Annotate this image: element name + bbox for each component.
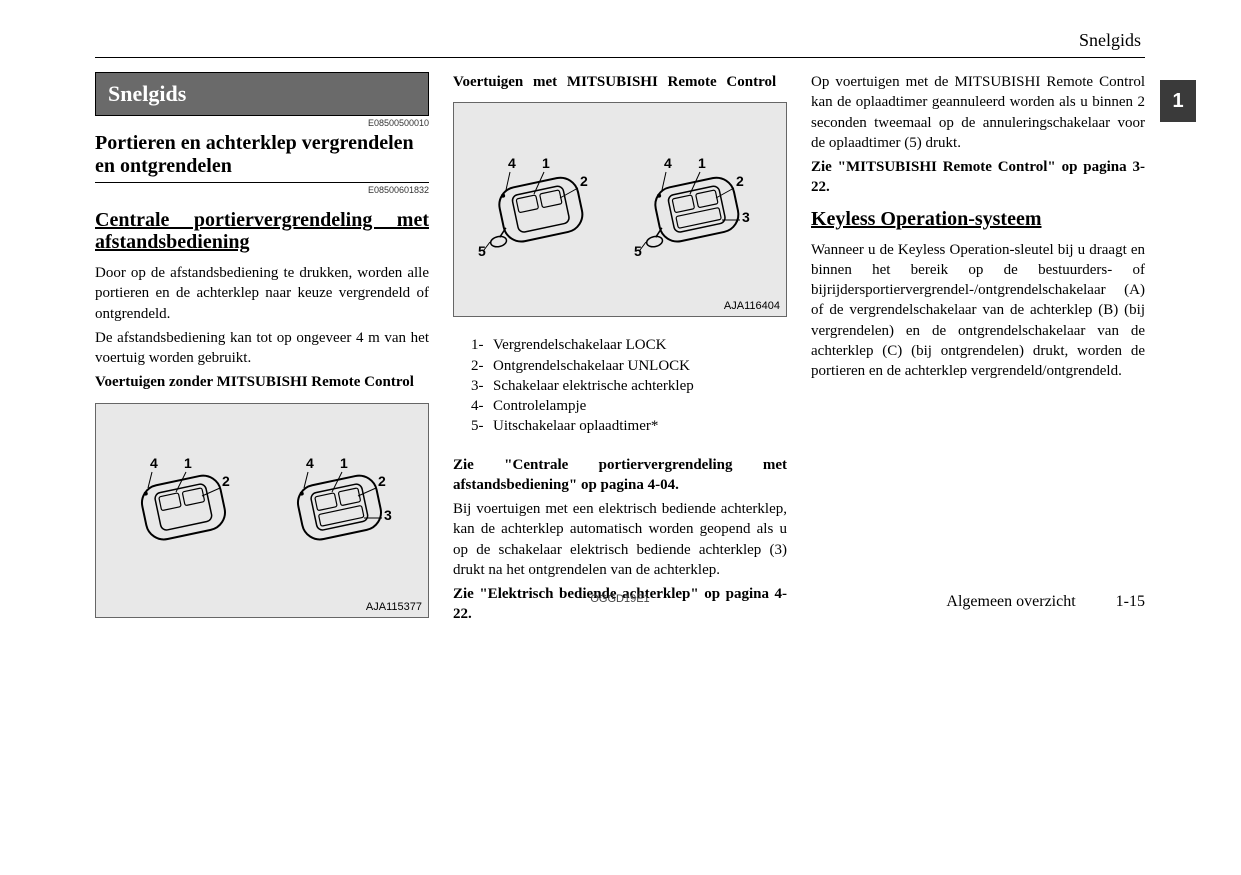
keyfob-diagram: 4 1 2 3 5 [628, 150, 768, 270]
column-3: Op voertuigen met de MITSUBISHI Remote C… [811, 72, 1145, 629]
page-footer: OGGD19E1 Algemeen overzicht 1-15 [95, 593, 1145, 611]
paragraph-bold: Voertuigen met MITSUBISHI Remote Control [453, 72, 787, 92]
paragraph: De afstandsbediening kan tot op ongeveer… [95, 328, 429, 369]
list-item: 4-Controlelampje [453, 396, 787, 416]
svg-text:4: 4 [306, 455, 314, 471]
heading-central-lock: Centrale portiervergrendeling met afstan… [95, 209, 429, 253]
ref-code: E08500500010 [95, 118, 429, 128]
section-box-title: Snelgids [95, 72, 429, 116]
paragraph: Bij voertuigen met een elektrisch bedien… [453, 499, 787, 580]
svg-text:2: 2 [736, 173, 744, 189]
heading-doors: Portieren en achterklep vergrendelen en … [95, 132, 429, 183]
keyfob-diagram: 4 1 2 3 [270, 450, 410, 570]
svg-text:4: 4 [508, 155, 516, 171]
svg-text:4: 4 [664, 155, 672, 171]
figure-id: AJA116404 [724, 300, 780, 312]
paragraph: Op voertuigen met de MITSUBISHI Remote C… [811, 72, 1145, 153]
heading-keyless: Keyless Operation-systeem [811, 208, 1145, 230]
svg-text:1: 1 [184, 455, 192, 471]
svg-text:1: 1 [698, 155, 706, 171]
svg-text:2: 2 [580, 173, 588, 189]
svg-text:1: 1 [340, 455, 348, 471]
svg-text:2: 2 [378, 473, 386, 489]
page-tab: 1 [1160, 80, 1196, 122]
list-item: 2-Ontgrendelschakelaar UNLOCK [453, 356, 787, 376]
footer-page: 1-15 [1116, 593, 1145, 611]
list-item: 5-Uitschakelaar oplaadtimer* [453, 416, 787, 436]
footer-code: OGGD19E1 [590, 593, 649, 605]
svg-text:5: 5 [634, 243, 642, 259]
legend-list: 1-Vergrendelschakelaar LOCK 2-Ontgrendel… [453, 335, 787, 436]
paragraph-bold: Zie "Centrale portiervergrendeling met a… [453, 455, 787, 496]
ref-code: E08500601832 [95, 185, 429, 195]
column-1: Snelgids E08500500010 Portieren en achte… [95, 72, 429, 629]
footer-section: Algemeen overzicht [946, 593, 1075, 611]
keyfob-diagram: 4 1 2 5 [472, 150, 612, 270]
header-breadcrumb: Snelgids [95, 30, 1145, 58]
paragraph-bold: Voertuigen zonder MITSUBISHI Remote Cont… [95, 372, 429, 392]
column-2: Voertuigen met MITSUBISHI Remote Control [453, 72, 787, 629]
page-content: Snelgids Snelgids E08500500010 Portieren… [95, 30, 1145, 629]
svg-text:1: 1 [542, 155, 550, 171]
paragraph: Wanneer u de Keyless Operation-sleutel b… [811, 240, 1145, 382]
list-item: 3-Schakelaar elektrische achterklep [453, 376, 787, 396]
figure-remote-with: 4 1 2 5 [453, 102, 787, 317]
svg-text:5: 5 [478, 243, 486, 259]
svg-text:4: 4 [150, 455, 158, 471]
figure-remote-without: 4 1 2 [95, 403, 429, 618]
svg-text:2: 2 [222, 473, 230, 489]
keyfob-diagram: 4 1 2 [114, 450, 254, 570]
svg-text:3: 3 [384, 507, 392, 523]
list-item: 1-Vergrendelschakelaar LOCK [453, 335, 787, 355]
svg-text:3: 3 [742, 209, 750, 225]
paragraph: Door op de afstandsbediening te drukken,… [95, 263, 429, 324]
paragraph-bold: Zie "MITSUBISHI Remote Control" op pagin… [811, 157, 1145, 198]
column-container: Snelgids E08500500010 Portieren en achte… [95, 72, 1145, 629]
